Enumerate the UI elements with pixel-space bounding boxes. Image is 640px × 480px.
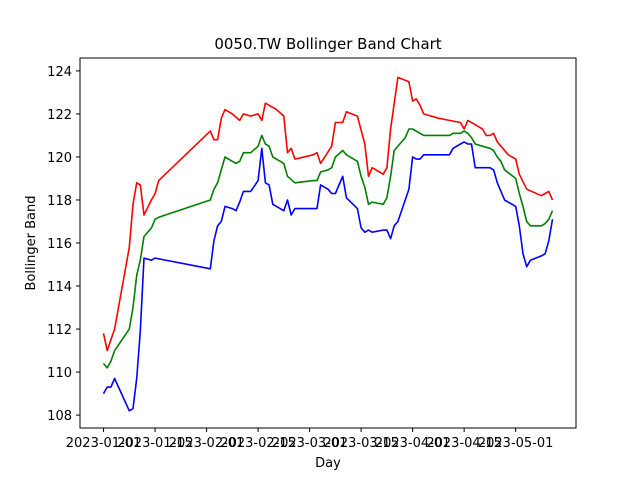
x-tick-label: 2023-01-15 xyxy=(117,436,193,451)
y-tick-label: 114 xyxy=(47,280,72,295)
x-tick-label: 2023-02-01 xyxy=(169,436,245,451)
y-tick-label: 112 xyxy=(47,323,72,338)
series-layer xyxy=(102,76,554,412)
x-axis-title: Day xyxy=(315,456,341,471)
chart-title: 0050.TW Bollinger Band Chart xyxy=(214,35,441,53)
x-axis-ticks: 2023-01-012023-01-152023-02-012023-02-15… xyxy=(66,428,554,451)
x-tick-label: 2023-01-01 xyxy=(66,436,142,451)
y-axis-ticks: 108 110 112 114 116 118 120 122 124 xyxy=(47,65,80,424)
x-tick-label: 2023-04-01 xyxy=(375,436,451,451)
x-tick-label: 2023-05-01 xyxy=(478,436,554,451)
x-tick-label: 2023-03-15 xyxy=(323,436,399,451)
lower-band-line xyxy=(102,141,554,412)
y-tick-label: 122 xyxy=(47,108,72,123)
y-tick-label: 124 xyxy=(47,65,72,80)
y-tick-label: 118 xyxy=(47,194,72,209)
y-tick-label: 120 xyxy=(47,151,72,166)
y-tick-label: 116 xyxy=(47,237,72,252)
x-tick-label: 2023-03-01 xyxy=(272,436,348,451)
y-tick-label: 110 xyxy=(47,366,72,381)
upper-band-line xyxy=(102,76,554,352)
x-tick-label: 2023-02-15 xyxy=(220,436,296,451)
x-tick-label: 2023-04-15 xyxy=(426,436,502,451)
middle-band-line xyxy=(102,128,554,369)
y-tick-label: 108 xyxy=(47,409,72,424)
y-axis-title: Bollinger Band xyxy=(24,195,39,290)
